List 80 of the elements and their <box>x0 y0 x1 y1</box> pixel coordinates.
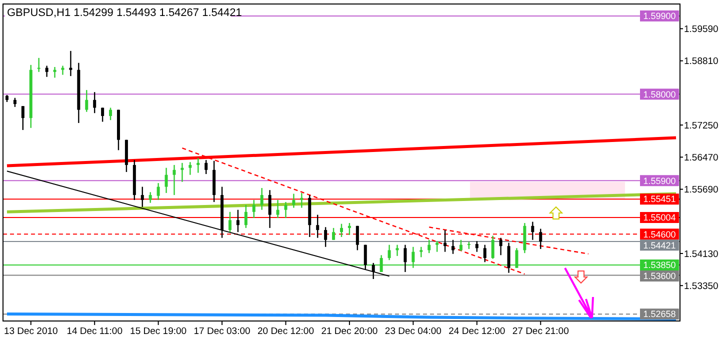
candlestick <box>236 209 240 233</box>
candlestick <box>452 239 455 254</box>
candlestick <box>244 204 248 229</box>
y-tick-label: 1.56470 <box>684 152 718 164</box>
candlestick <box>499 237 502 256</box>
x-tick-label: 13 Dec 2010 <box>4 326 58 337</box>
candlestick <box>539 228 542 250</box>
candlestick <box>483 244 486 263</box>
candlestick <box>348 222 351 236</box>
candlestick <box>260 187 264 210</box>
ref-line-label: 1.58000 <box>643 89 676 100</box>
candlestick <box>324 226 328 248</box>
candlestick <box>69 50 72 77</box>
candlestick <box>531 221 534 240</box>
x-tick-label: 24 Dec 12:00 <box>448 326 506 337</box>
y-tick-label: 1.59590 <box>684 24 718 36</box>
chart-title: GBPUSD,H1 1.54299 1.54493 1.54267 1.54421 <box>7 7 242 19</box>
x-tick-label: 21 Dec 20:00 <box>321 326 378 337</box>
candlestick <box>196 157 200 174</box>
y-tick-label: 1.53350 <box>684 280 718 292</box>
candlestick <box>109 107 112 121</box>
candlestick <box>420 246 423 258</box>
candlestick <box>172 164 176 196</box>
candlestick <box>444 229 447 252</box>
candlestick <box>93 92 96 114</box>
candlestick <box>364 244 367 271</box>
y-tick-label: 1.57250 <box>684 120 718 132</box>
x-tick-label: 27 Dec 21:00 <box>512 326 569 337</box>
ref-line-label: 1.55451 <box>643 194 676 204</box>
ref-line-label: 1.55004 <box>643 212 676 223</box>
candlestick <box>491 235 494 260</box>
candlestick <box>85 89 88 112</box>
candlestick <box>340 223 343 238</box>
candlestick <box>388 244 391 261</box>
candlestick <box>316 214 320 238</box>
candlestick <box>228 211 232 233</box>
candlestick <box>284 201 288 219</box>
candlestick <box>475 240 478 252</box>
candlestick <box>21 106 24 131</box>
y-tick-label: 1.55690 <box>684 184 718 196</box>
candlestick <box>404 244 407 273</box>
candlestick <box>37 57 40 73</box>
candlestick <box>164 167 168 194</box>
candlestick <box>332 227 336 240</box>
candlestick <box>396 244 399 257</box>
x-tick-label: 14 Dec 11:00 <box>66 326 122 337</box>
candlestick <box>45 65 48 78</box>
candlestick <box>188 161 192 176</box>
candlestick <box>101 107 104 122</box>
ref-line-label: 1.53850 <box>643 260 676 270</box>
ref-line-label: 1.55900 <box>643 176 676 186</box>
ref-line-label: 1.54600 <box>643 229 676 240</box>
candlestick <box>204 159 208 175</box>
candlestick <box>356 225 359 251</box>
candlestick <box>156 182 160 201</box>
x-tick-label: 23 Dec 04:00 <box>384 326 442 337</box>
ref-line-label: 1.54421 <box>643 240 676 250</box>
candlestick <box>276 199 280 219</box>
candlestick <box>252 199 256 219</box>
candlestick <box>459 239 462 252</box>
candlestick <box>507 242 510 274</box>
candlestick <box>13 97 16 108</box>
candlestick <box>436 240 439 252</box>
candlestick <box>268 189 272 229</box>
ref-line-label: 1.53600 <box>643 271 676 282</box>
x-tick-label: 20 Dec 12:00 <box>257 326 314 337</box>
x-tick-label: 17 Dec 03:00 <box>194 326 250 337</box>
candlestick <box>140 186 144 208</box>
ref-line-label: 1.52658 <box>643 309 676 320</box>
x-tick-label: 15 Dec 19:00 <box>130 326 187 337</box>
candlestick <box>180 162 184 182</box>
candlestick <box>292 193 296 208</box>
candlestick <box>300 192 304 208</box>
y-tick-label: 1.58810 <box>684 56 718 68</box>
ref-line-label: 1.59900 <box>643 11 676 22</box>
candlestick <box>53 66 56 78</box>
candlestick <box>61 65 64 76</box>
candlestick <box>428 239 431 254</box>
y-tick-label: 1.54130 <box>684 248 718 260</box>
candlestick <box>148 192 152 204</box>
